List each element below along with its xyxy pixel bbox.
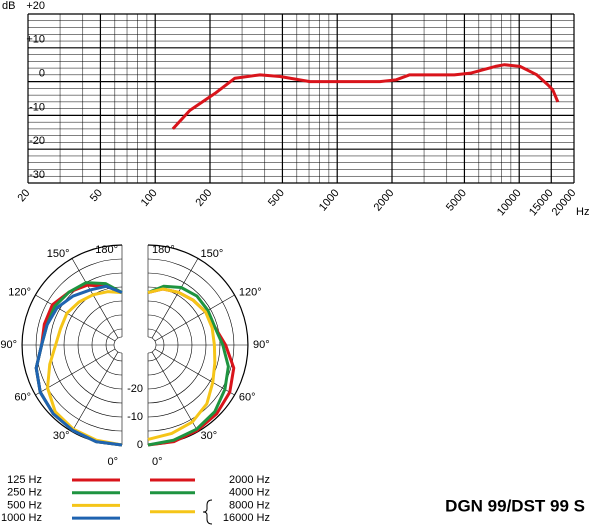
angle-label: 180°: [95, 244, 118, 256]
x-tick-label: 200: [194, 187, 215, 209]
y-tick-label: +10: [26, 34, 45, 46]
angle-label: 150°: [47, 248, 70, 260]
y-tick-label: -20: [29, 135, 45, 147]
polar-spoke: [154, 348, 235, 396]
x-tick-label: 100: [139, 187, 160, 209]
x-tick-label: 20000: [550, 187, 579, 218]
legend-label: 2000 Hz: [229, 474, 270, 486]
r-tick-label: -10: [127, 411, 143, 423]
x-tick-label: 500: [266, 187, 287, 209]
y-tick-label: -30: [29, 169, 45, 181]
polar-spoke: [71, 258, 119, 339]
legend-label: 8000 Hz: [229, 499, 270, 511]
x-tick-label: 15000: [527, 187, 556, 218]
legend-label: 250 Hz: [7, 487, 42, 499]
x-tick-label: 10000: [495, 187, 524, 218]
angle-label: 90°: [0, 339, 17, 351]
polar-curve: [34, 284, 123, 447]
legend-label: 125 Hz: [7, 474, 42, 486]
y-tick-label: +20: [26, 0, 45, 12]
polar-hub: [113, 336, 123, 354]
response-curve: [171, 63, 560, 130]
y-tick-label: -10: [29, 101, 45, 113]
angle-label: 180°: [152, 244, 175, 256]
angle-label: 60°: [239, 391, 256, 403]
r-tick-label: 0: [137, 439, 143, 451]
angle-label: 120°: [239, 286, 262, 298]
legend-label: 4000 Hz: [229, 487, 270, 499]
y-tick-label: 0: [39, 68, 45, 80]
angle-label: 60°: [14, 391, 31, 403]
polar-spoke: [151, 351, 199, 432]
legend-brace: [202, 499, 213, 525]
polar-spoke: [154, 294, 235, 342]
polar-curve: [147, 284, 230, 447]
angle-label: 150°: [201, 248, 224, 260]
x-tick-label: 5000: [444, 187, 469, 213]
polar-spoke: [71, 351, 119, 432]
angle-label: 90°: [253, 339, 270, 351]
x-tick-label: 2000: [372, 187, 397, 213]
legend-label: 16000 Hz: [223, 512, 270, 524]
x-tick-label: 20: [15, 187, 32, 204]
product-label: DGN 99/DST 99 S: [445, 496, 585, 515]
x-tick-label: 1000: [317, 187, 342, 213]
angle-label: 120°: [8, 286, 31, 298]
polar-spoke: [151, 258, 199, 339]
legend-label: 500 Hz: [7, 499, 42, 511]
angle-label: 30°: [53, 430, 70, 442]
x-axis-label: Hz: [576, 206, 589, 218]
angle-label: 30°: [201, 430, 218, 442]
polar-spoke: [35, 294, 116, 342]
polar-curve: [147, 287, 217, 441]
angle-label: 0°: [107, 456, 118, 468]
polar-hub: [147, 336, 157, 354]
angle-label: 0°: [152, 456, 163, 468]
legend-label: 1000 Hz: [1, 512, 42, 524]
y-axis-label: dB: [2, 0, 15, 12]
r-tick-label: -20: [127, 383, 143, 395]
x-tick-label: 50: [88, 187, 105, 204]
